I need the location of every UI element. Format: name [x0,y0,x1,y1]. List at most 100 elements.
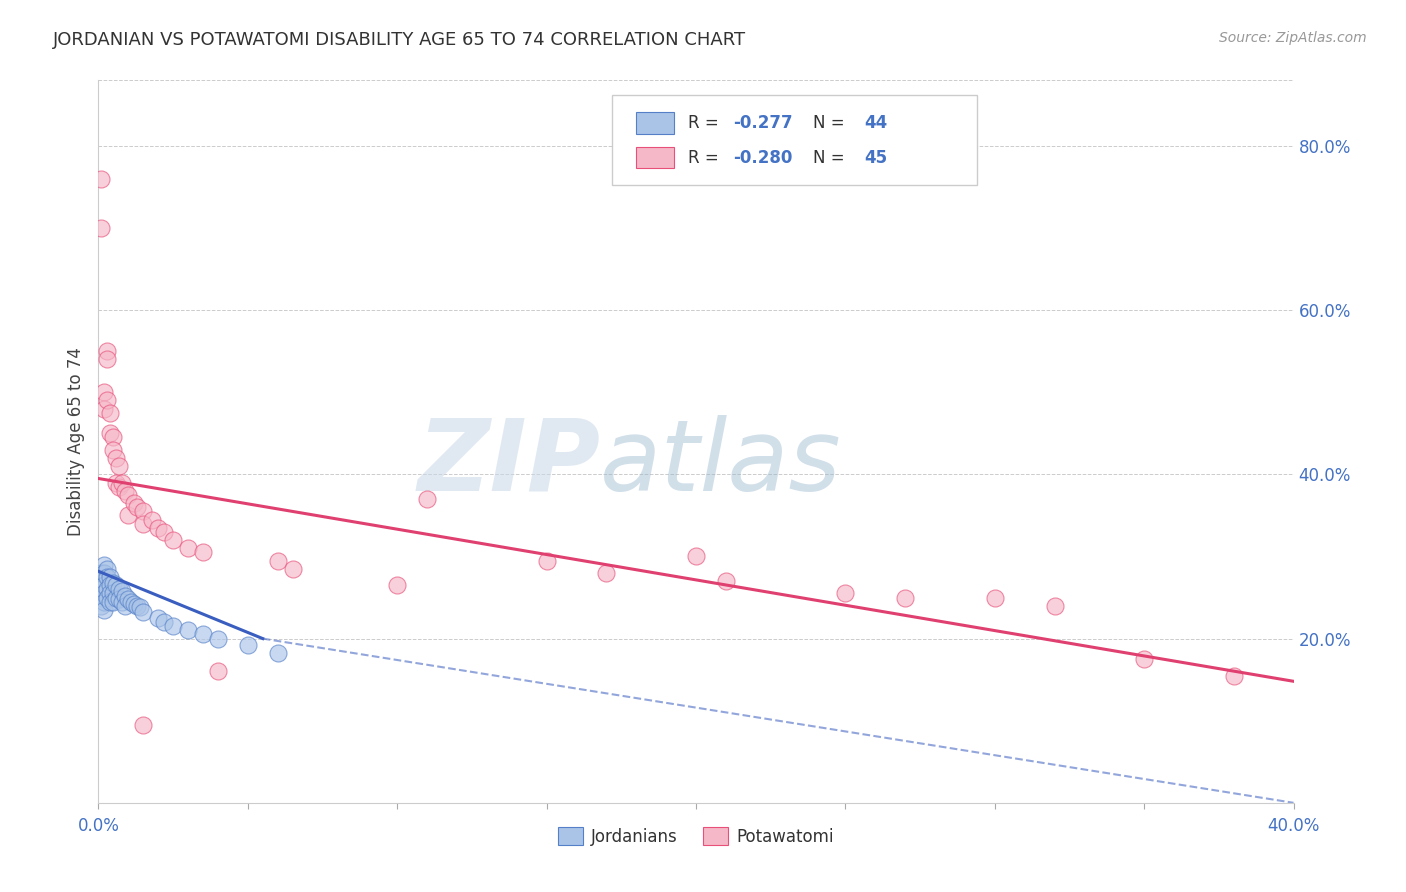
Point [96,344,118,359]
Point [96,591,118,605]
Point [714,574,737,588]
Point [96,393,118,408]
Point [90,599,112,613]
Point [129,600,152,615]
Point [191,545,214,559]
Point [207,665,229,679]
Point [103,430,125,444]
Point [148,521,170,535]
Point [90,171,112,186]
Point [281,562,304,576]
Point [117,592,139,607]
Point [120,594,142,608]
Point [236,638,259,652]
Point [108,459,131,474]
Point [108,480,131,494]
Point [96,570,118,584]
Point [93,603,115,617]
Y-axis label: Disability Age 65 to 74: Disability Age 65 to 74 [66,347,84,536]
Point [96,562,118,576]
Point [90,566,112,580]
Point [93,586,115,600]
FancyBboxPatch shape [613,95,977,185]
Point [114,599,136,613]
Point [267,553,290,567]
Point [177,541,200,556]
Point [132,718,155,732]
Point [416,491,439,506]
Point [98,586,122,600]
Point [90,574,112,588]
Point [148,611,170,625]
Point [385,578,409,592]
Point [93,558,115,572]
Text: JORDANIAN VS POTAWATOMI DISABILITY AGE 65 TO 74 CORRELATION CHART: JORDANIAN VS POTAWATOMI DISABILITY AGE 6… [53,31,747,49]
Point [111,475,134,490]
Bar [637,147,675,169]
Point [90,221,112,235]
Point [93,594,115,608]
Text: 45: 45 [865,149,887,167]
Point [103,586,125,600]
Point [153,615,176,630]
Point [191,627,214,641]
Legend: Jordanians, Potawatomi: Jordanians, Potawatomi [551,821,841,852]
Point [98,406,122,420]
Point [114,589,136,603]
Point [108,592,131,607]
Point [103,442,125,457]
Point [132,605,155,619]
Point [105,578,128,592]
Bar [637,112,675,134]
Point [93,566,115,580]
Point [90,591,112,605]
Point [93,385,115,400]
Point [105,450,128,465]
Point [132,504,155,518]
Point [162,533,184,547]
Point [984,591,1007,605]
Point [267,646,290,660]
Point [111,594,134,608]
Text: ZIP: ZIP [418,415,600,512]
Point [207,632,229,646]
Point [93,578,115,592]
Point [124,496,146,510]
Point [105,591,128,605]
Point [834,586,856,600]
Point [1133,652,1156,666]
Point [595,566,617,580]
Text: Source: ZipAtlas.com: Source: ZipAtlas.com [1219,31,1367,45]
Text: -0.277: -0.277 [733,114,793,132]
Text: R =: R = [688,149,724,167]
Point [1043,599,1066,613]
Point [105,475,128,490]
Point [98,426,122,441]
Point [141,512,163,526]
Text: N =: N = [813,149,851,167]
Point [153,524,176,539]
Point [103,594,125,608]
Point [132,516,155,531]
Point [124,597,146,611]
Point [96,352,118,367]
Point [98,594,122,608]
Point [108,582,131,597]
Point [1223,668,1246,682]
Text: 44: 44 [865,114,887,132]
Point [162,619,184,633]
Point [685,549,707,564]
Point [127,599,149,613]
Point [96,582,118,597]
Point [117,508,139,523]
Point [93,401,115,416]
Text: atlas: atlas [600,415,842,512]
Point [98,570,122,584]
Point [98,578,122,592]
Text: N =: N = [813,114,851,132]
Text: R =: R = [688,114,724,132]
Point [177,624,200,638]
Point [111,584,134,599]
Point [90,582,112,597]
Point [103,575,125,590]
